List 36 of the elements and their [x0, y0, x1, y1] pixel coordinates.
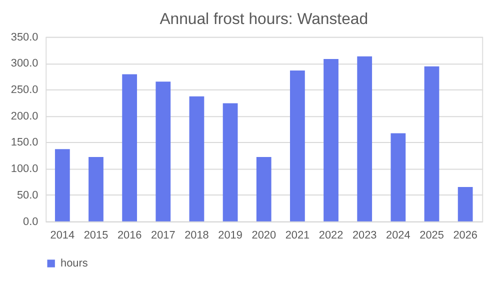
chart-title: Annual frost hours: Wanstead: [160, 10, 368, 28]
bar: [122, 74, 138, 222]
bar: [424, 66, 440, 222]
y-tick-label: 50.0: [16, 189, 38, 202]
bar: [390, 133, 406, 222]
x-tick-label: 2020: [252, 230, 276, 242]
bar: [88, 157, 104, 222]
bar: [156, 82, 171, 222]
x-tick-label: 2019: [218, 230, 242, 242]
bar: [458, 187, 473, 222]
bar: [256, 157, 272, 222]
y-tick-label: 250.0: [10, 84, 38, 96]
x-tick-label: 2017: [151, 230, 176, 242]
bar: [290, 70, 305, 222]
bar: [357, 56, 372, 222]
y-tick-label: 350.0: [10, 31, 38, 44]
x-tick-label: 2023: [352, 230, 377, 242]
x-tick-label: 2024: [386, 230, 410, 242]
x-tick-label: 2026: [453, 230, 478, 242]
x-tick-label: 2025: [420, 230, 444, 242]
bar: [189, 96, 204, 222]
y-tick-label: 0.0: [23, 216, 38, 228]
x-tick-label: 2015: [84, 230, 108, 242]
legend-label: hours: [60, 257, 88, 270]
y-tick-label: 300.0: [10, 58, 38, 70]
x-tick-label: 2016: [117, 230, 142, 242]
x-tick-label: 2014: [50, 230, 75, 242]
bar: [222, 103, 238, 222]
bar: [324, 58, 338, 222]
bar: [54, 149, 70, 222]
y-tick-label: 100.0: [10, 163, 38, 176]
y-tick-label: 200.0: [10, 110, 38, 122]
y-tick-label: 150.0: [10, 136, 38, 149]
x-tick-label: 2021: [285, 230, 310, 242]
x-tick-label: 2018: [184, 230, 209, 242]
x-tick-label: 2022: [318, 230, 344, 242]
